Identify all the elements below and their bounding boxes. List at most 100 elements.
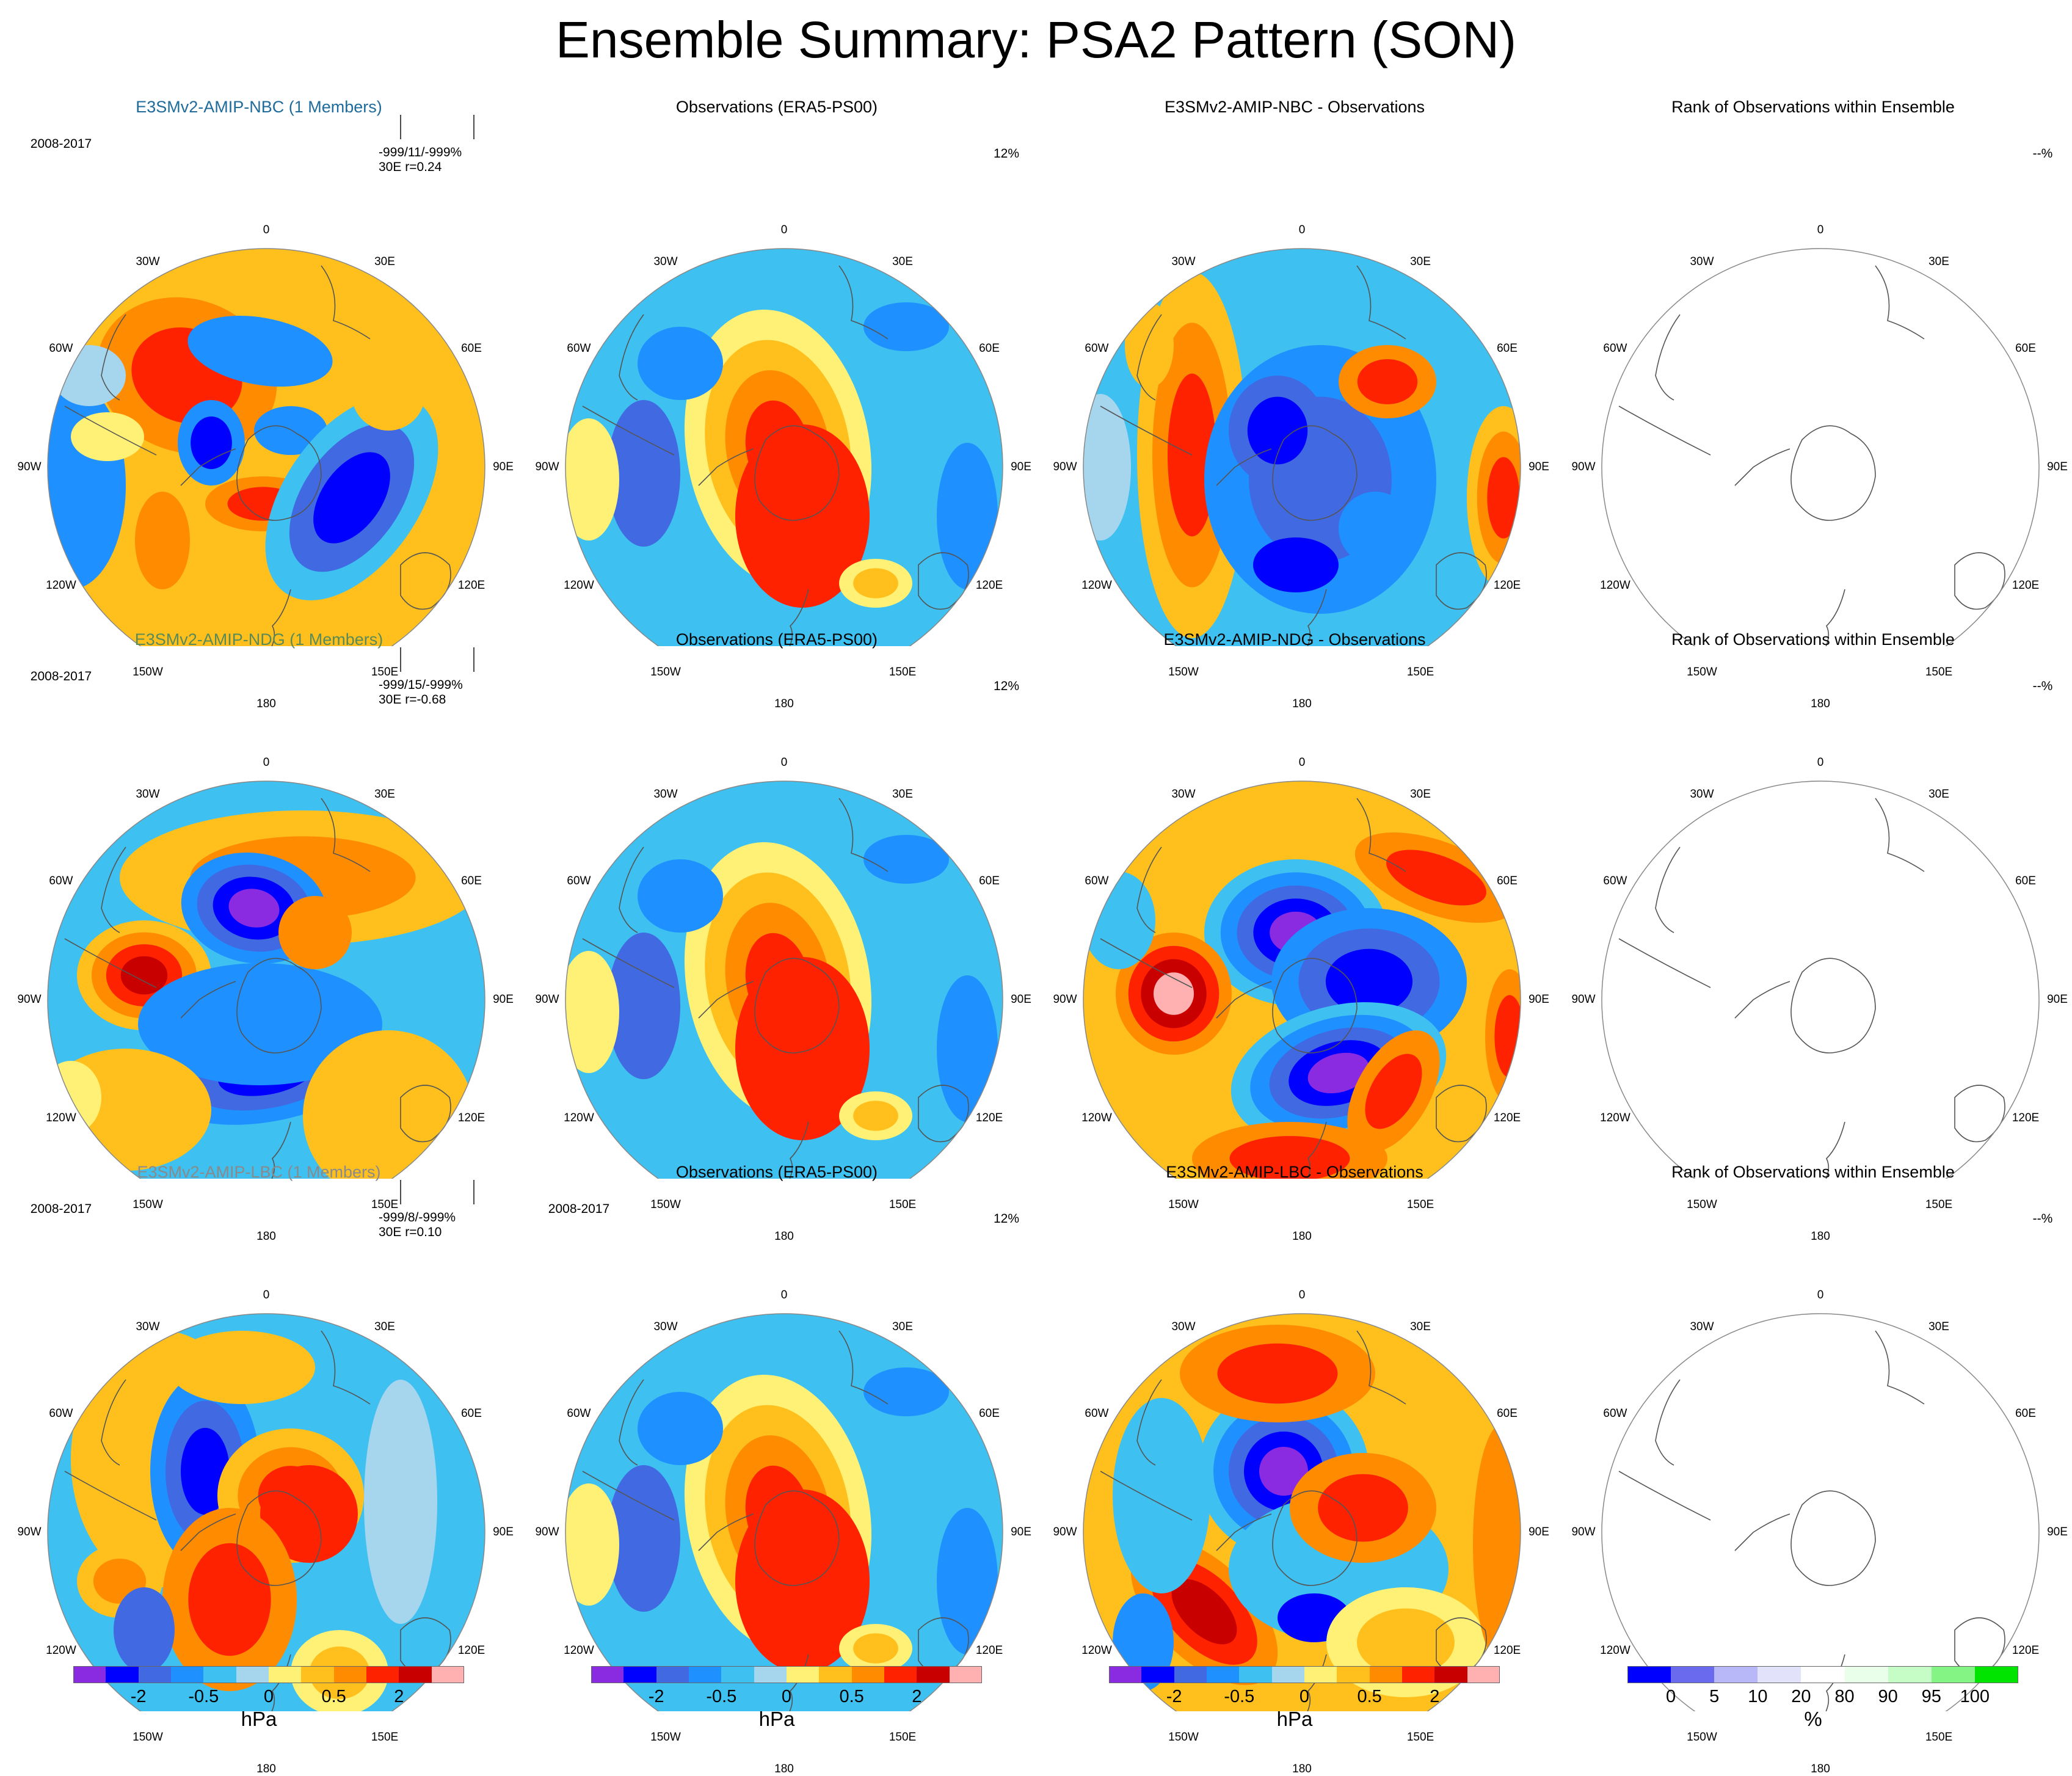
contour-region [565,1483,619,1606]
contour-region [1113,1398,1210,1593]
map-border [1083,1313,1521,1711]
contour-region [638,859,723,933]
coastline [1216,981,1272,1019]
colorbar-swatch [754,1666,787,1683]
coastline [321,798,371,872]
contour-region [638,327,723,400]
panel-title: E3SMv2-AMIP-LBC (1 Members) [137,1163,381,1181]
contour-field [1602,249,2039,646]
contour-field [565,249,1003,646]
coastline [64,1471,157,1521]
percent-label: --% [2032,1212,2053,1226]
coastline [1790,425,1876,521]
coastline [1618,406,1711,456]
contour-field [1602,781,2039,1179]
colorbar-swatch [1467,1666,1500,1683]
colorbar-tick-label: 2 [1430,1687,1440,1706]
panel-obs-row2: Observations (ERA5-PS00) 12% 0 30E 60E 90E 120… [518,629,1036,1243]
contour-region [1307,1052,1370,1094]
colorbar-tick-label: 20 [1791,1687,1811,1706]
colorbar-swatch [623,1666,656,1683]
contour-region [565,418,619,540]
coastline [838,1330,889,1405]
colorbar-tick-label: 5 [1709,1687,1720,1706]
contour-region [853,568,898,599]
contour-region [1357,359,1418,404]
panel-model-row2: E3SMv2-AMIP-NDG (1 Members) 2008-2017 -999… [0,629,518,1243]
contour-region [138,963,382,1085]
panel-obs-row1: Observations (ERA5-PS00) 12% 0 30E 60E 90E 120… [518,96,1036,710]
colorbar-swatch [301,1666,334,1683]
tick-stub [473,1180,474,1204]
contour-region [638,1392,723,1465]
colorbar-swatch [851,1666,884,1683]
colorbar-swatch [884,1666,917,1683]
colorbar-swatch [1239,1666,1272,1683]
contour-region [1168,373,1216,537]
main-title: Ensemble Summary: PSA2 Pattern (SON) [555,11,1517,68]
colorbar-swatch [138,1666,171,1683]
coastline [1272,958,1358,1054]
contour-region [863,1367,949,1416]
contour-region [1253,537,1339,592]
colorbar-swatch [1174,1666,1207,1683]
colorbar-tick-label: 0.5 [839,1687,864,1706]
contour-field [48,1314,485,1711]
coastline [400,1085,451,1143]
panel-title: Observations (ERA5-PS00) [675,98,878,116]
colorbar-swatch [1931,1666,1975,1683]
panel-rank-row2: Rank of Observations within Ensemble --% 0… [1554,629,2072,1243]
colorbar-swatch [1758,1666,1801,1683]
contour-region [313,452,390,544]
contour-region [364,1380,437,1624]
contour-region [863,302,949,351]
coastline [180,448,236,486]
coastline [1216,448,1272,486]
colorbar-tick-label: 10 [1748,1687,1768,1706]
stats-line-2: 30E r=0.24 [379,160,442,174]
contour-region [937,1508,998,1654]
panel-title: Rank of Observations within Ensemble [1671,630,1955,649]
colorbar-tick-label: 2 [394,1687,404,1706]
colorbar-swatch [106,1666,139,1683]
coastline [236,425,322,521]
stats-line-1: -999/11/-999% [379,145,462,159]
colorbar-swatch [787,1666,820,1683]
colorbar-swatch [656,1666,689,1683]
coastline [918,1085,969,1143]
coastline [1307,589,1327,646]
panel-title: Observations (ERA5-PS00) [675,630,878,649]
colorbar-swatch [1888,1666,1932,1683]
coastline [1790,1490,1876,1586]
colorbar-swatch [73,1666,106,1683]
panel-title: Rank of Observations within Ensemble [1671,1163,1955,1181]
coastline [918,552,969,610]
contour-region [1247,396,1308,465]
coastline [1136,1379,1162,1466]
contour-region [1386,850,1486,906]
contour-region [191,416,232,470]
coastline [1356,265,1406,340]
percent-label: 12% [993,147,1020,161]
contour-field [1602,1314,2039,1711]
colorbar-model: -2 -0.5 0 0.5 2 hPa [0,1666,518,1739]
colorbar-swatch [1974,1666,2018,1683]
stats-line-1: -999/8/-999% [379,1210,456,1225]
colorbar-tick-label: 0 [1299,1687,1310,1706]
percent-label: 12% [993,1212,1020,1226]
colorbar-tick-label: -2 [1166,1687,1182,1706]
coastline [619,846,644,933]
tick-stub [400,647,401,672]
colorbar-tick-label: -2 [130,1687,147,1706]
coastline [698,448,754,486]
polar-map [1601,1313,2040,1711]
colorbar-swatch [399,1666,432,1683]
coastline [1618,1471,1711,1521]
colorbar-swatch [917,1666,950,1683]
coastline [1356,1330,1406,1405]
contour-field [1083,1314,1521,1711]
coastline [1100,406,1193,456]
coastline [101,314,126,401]
map-border [1601,781,2040,1179]
colorbar-tick-label: -2 [648,1687,664,1706]
